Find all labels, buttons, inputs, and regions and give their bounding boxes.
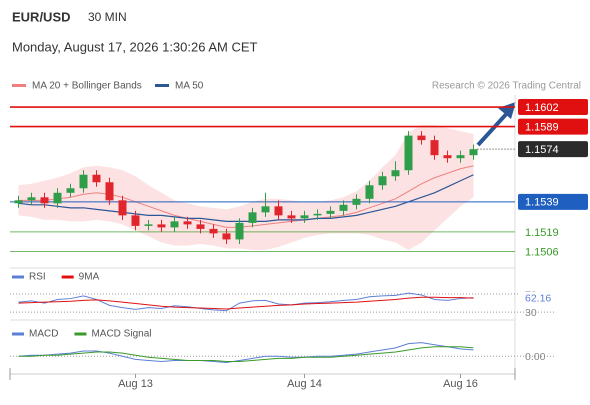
indicator-line: [18, 342, 474, 364]
price-label: 1.1506: [525, 246, 559, 258]
price-box: [518, 99, 588, 116]
candle-body: [456, 155, 465, 159]
value-box: [520, 291, 556, 304]
candle-body: [79, 174, 88, 189]
price-label: 1.1539: [525, 197, 559, 209]
candle-body: [339, 204, 348, 211]
candle-body: [261, 206, 270, 213]
credit: Research © 2026 Trading Central: [432, 81, 581, 92]
y-tick-label: 0.00: [525, 351, 546, 363]
candle-body: [365, 185, 374, 199]
indicator-line: [18, 292, 474, 312]
candle-body: [443, 155, 452, 159]
candle-body: [417, 135, 426, 141]
candle-body: [92, 174, 101, 183]
candle-body: [300, 215, 309, 219]
candle-body: [469, 149, 478, 156]
candle-body: [196, 224, 205, 229]
timeframe: 30 MIN: [88, 10, 127, 24]
candle-body: [313, 213, 322, 216]
candle-body: [170, 221, 179, 228]
legend-label: RSI: [29, 272, 46, 283]
price-label: 1.1589: [525, 122, 559, 134]
symbol: EUR/USD: [12, 9, 71, 24]
x-tick-label: Aug 16: [443, 378, 478, 390]
price-label: 1.1574: [525, 144, 559, 156]
legend-label: MA 20 + Bollinger Bands: [32, 81, 142, 92]
legend-swatch: [74, 332, 87, 336]
candle-body: [352, 198, 361, 205]
price-label: 1.1519: [525, 227, 559, 239]
candle-body: [430, 140, 439, 156]
indicator-line: [18, 346, 474, 362]
price-label: 1.1602: [525, 102, 559, 114]
candle-body: [131, 215, 140, 226]
price-box: [518, 118, 588, 135]
value-label: 62.16: [525, 292, 551, 304]
legend-label: 9MA: [79, 272, 100, 283]
legend-swatch: [12, 275, 24, 279]
legend-label: MACD: [29, 329, 58, 340]
candle-body: [287, 215, 296, 219]
candle-body: [248, 212, 257, 223]
candle-body: [326, 210, 335, 214]
ma50-line: [18, 174, 474, 222]
candle-body: [222, 233, 231, 240]
candle-body: [157, 224, 166, 228]
candle-body: [53, 192, 62, 204]
legend-swatch: [12, 84, 26, 87]
candle-body: [105, 182, 114, 201]
legend-swatch: [61, 275, 74, 279]
candle-body: [27, 197, 36, 201]
candle-body: [235, 222, 244, 240]
legend-swatch: [12, 332, 24, 336]
price-box: [518, 193, 588, 210]
candle-body: [144, 224, 153, 226]
legend-label: MACD Signal: [91, 329, 151, 340]
indicator-line: [18, 296, 474, 310]
price-box: [518, 141, 588, 158]
candle-body: [14, 200, 23, 204]
candle-body: [118, 200, 127, 216]
y-tick-label: 30: [525, 307, 537, 319]
arrow: [476, 108, 512, 147]
candle-body: [378, 176, 387, 186]
candle-body: [66, 188, 75, 193]
legend-swatch: [155, 84, 169, 87]
candle-body: [391, 170, 400, 177]
candle-body: [209, 228, 218, 234]
candle-body: [404, 135, 413, 171]
candle-body: [274, 206, 283, 216]
candle-body: [40, 197, 49, 204]
x-tick-label: Aug 14: [287, 378, 322, 390]
legend-label: MA 50: [175, 81, 204, 92]
date: Monday, August 17, 2026 1:30:26 AM CET: [12, 39, 258, 54]
ma20-line: [18, 165, 474, 228]
candle-body: [183, 221, 192, 225]
x-tick-label: Aug 13: [118, 378, 153, 390]
